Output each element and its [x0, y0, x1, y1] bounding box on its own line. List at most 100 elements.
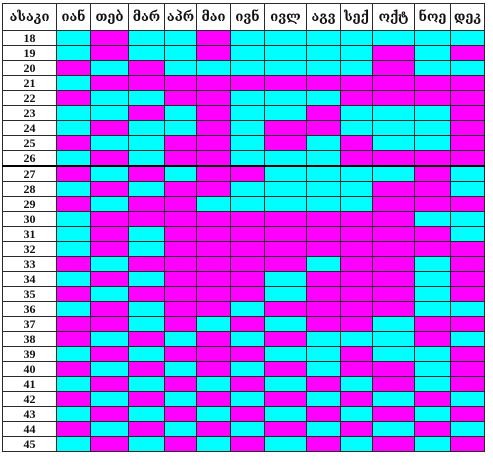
age-cell: 23 [3, 106, 57, 121]
magenta-cell [91, 302, 129, 317]
cyan-cell [91, 166, 129, 182]
table-body: 18 19 20 21 22 23 24 25 26 27 28 29 30 31 32 33 34 35 36 37… [3, 31, 485, 452]
age-cell: 31 [3, 227, 57, 242]
table-row: 35 [3, 287, 485, 302]
magenta-cell [231, 212, 265, 227]
cyan-cell [265, 61, 307, 76]
magenta-cell [129, 76, 165, 91]
age-cell: 44 [3, 422, 57, 437]
magenta-cell [373, 227, 415, 242]
magenta-cell [197, 136, 231, 151]
table-row: 30 [3, 212, 485, 227]
magenta-cell [129, 332, 165, 347]
table-row: 42 [3, 392, 485, 407]
cyan-cell [91, 106, 129, 121]
cyan-cell [129, 31, 165, 46]
magenta-cell [451, 76, 485, 91]
cyan-cell [57, 106, 91, 121]
magenta-cell [197, 182, 231, 197]
magenta-cell [307, 317, 341, 332]
magenta-cell [307, 407, 341, 422]
magenta-cell [341, 227, 373, 242]
magenta-cell [451, 106, 485, 121]
cyan-cell [415, 106, 451, 121]
cyan-cell [415, 287, 451, 302]
magenta-cell [165, 257, 197, 272]
cyan-cell [451, 302, 485, 317]
month-header: აპრ [165, 4, 197, 31]
age-cell: 42 [3, 392, 57, 407]
magenta-cell [231, 377, 265, 392]
magenta-cell [231, 287, 265, 302]
table-row: 32 [3, 242, 485, 257]
cyan-cell [373, 392, 415, 407]
cyan-cell [451, 227, 485, 242]
magenta-cell [231, 347, 265, 362]
table-row: 33 [3, 257, 485, 272]
cyan-cell [341, 166, 373, 182]
cyan-cell [307, 151, 341, 167]
age-cell: 29 [3, 197, 57, 212]
magenta-cell [129, 106, 165, 121]
cyan-cell [451, 31, 485, 46]
magenta-cell [231, 272, 265, 287]
cyan-cell [415, 407, 451, 422]
cyan-cell [265, 377, 307, 392]
cyan-cell [231, 332, 265, 347]
month-header: სექ [341, 4, 373, 31]
magenta-cell [373, 242, 415, 257]
cyan-cell [57, 182, 91, 197]
cyan-cell [307, 347, 341, 362]
cyan-cell [165, 362, 197, 377]
magenta-cell [415, 392, 451, 407]
magenta-cell [451, 407, 485, 422]
magenta-cell [373, 437, 415, 452]
magenta-cell [91, 182, 129, 197]
cyan-cell [307, 136, 341, 151]
magenta-cell [91, 437, 129, 452]
month-header: თებ [91, 4, 129, 31]
magenta-cell [197, 347, 231, 362]
magenta-cell [341, 272, 373, 287]
magenta-cell [165, 377, 197, 392]
cyan-cell [415, 377, 451, 392]
cyan-cell [265, 197, 307, 212]
cyan-cell [231, 151, 265, 167]
magenta-cell [307, 272, 341, 287]
cyan-cell [57, 212, 91, 227]
magenta-cell [415, 422, 451, 437]
magenta-cell [57, 287, 91, 302]
cyan-cell [165, 332, 197, 347]
magenta-cell [91, 46, 129, 61]
cyan-cell [197, 197, 231, 212]
magenta-cell [129, 287, 165, 302]
magenta-cell [307, 377, 341, 392]
table-row: 40 [3, 362, 485, 377]
magenta-cell [415, 91, 451, 106]
cyan-cell [307, 362, 341, 377]
cyan-cell [373, 106, 415, 121]
magenta-cell [197, 302, 231, 317]
magenta-cell [197, 121, 231, 136]
cyan-cell [129, 347, 165, 362]
magenta-cell [165, 317, 197, 332]
cyan-cell [415, 212, 451, 227]
cyan-cell [373, 121, 415, 136]
cyan-cell [373, 317, 415, 332]
age-cell: 36 [3, 302, 57, 317]
cyan-cell [57, 31, 91, 46]
cyan-cell [165, 46, 197, 61]
magenta-cell [265, 392, 307, 407]
cyan-cell [91, 392, 129, 407]
cyan-cell [415, 121, 451, 136]
magenta-cell [91, 151, 129, 167]
magenta-cell [265, 136, 307, 151]
magenta-cell [451, 46, 485, 61]
cyan-cell [341, 332, 373, 347]
age-cell: 22 [3, 91, 57, 106]
table-row: 36 [3, 302, 485, 317]
table-row: 28 [3, 182, 485, 197]
cyan-cell [373, 31, 415, 46]
cyan-cell [231, 392, 265, 407]
